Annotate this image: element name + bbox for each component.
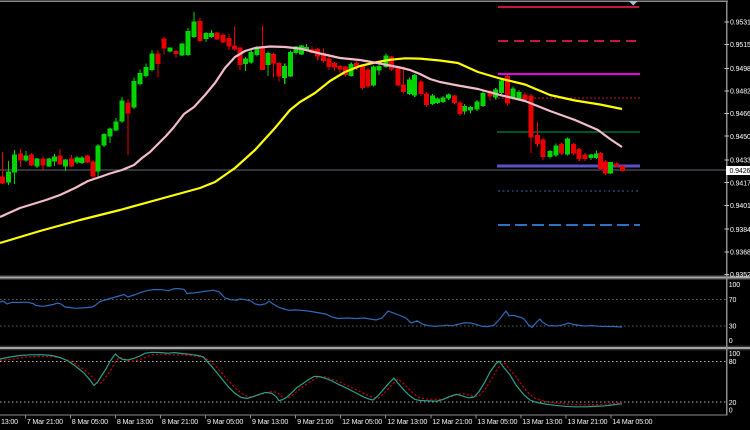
svg-text:0.9531: 0.9531 bbox=[730, 20, 750, 27]
svg-text:100: 100 bbox=[729, 351, 741, 358]
svg-text:0.9368: 0.9368 bbox=[730, 249, 750, 256]
svg-text:7 Mar 21:00: 7 Mar 21:00 bbox=[27, 417, 63, 426]
svg-text:0.9433: 0.9433 bbox=[730, 158, 750, 165]
svg-text:13 Mar 05:00: 13 Mar 05:00 bbox=[477, 417, 517, 426]
svg-text:12 Mar 13:00: 12 Mar 13:00 bbox=[387, 417, 427, 426]
svg-text:0.9426: 0.9426 bbox=[730, 168, 750, 175]
svg-text:0.9466: 0.9466 bbox=[730, 111, 750, 118]
svg-text:7 Mar 13:00: 7 Mar 13:00 bbox=[0, 417, 18, 426]
svg-text:30: 30 bbox=[729, 324, 737, 331]
svg-text:9 Mar 13:00: 9 Mar 13:00 bbox=[252, 417, 288, 426]
svg-text:0.9384: 0.9384 bbox=[730, 227, 750, 234]
svg-text:12 Mar 21:00: 12 Mar 21:00 bbox=[432, 417, 472, 426]
svg-text:0.9450: 0.9450 bbox=[730, 134, 750, 141]
svg-text:0.9482: 0.9482 bbox=[730, 89, 750, 96]
svg-text:80: 80 bbox=[729, 359, 737, 366]
svg-text:9 Mar 21:00: 9 Mar 21:00 bbox=[297, 417, 333, 426]
svg-text:8 Mar 13:00: 8 Mar 13:00 bbox=[117, 417, 153, 426]
svg-text:0: 0 bbox=[729, 408, 733, 415]
svg-text:12 Mar 05:00: 12 Mar 05:00 bbox=[342, 417, 382, 426]
svg-text:0.9401: 0.9401 bbox=[730, 203, 750, 210]
svg-text:0: 0 bbox=[729, 338, 733, 345]
svg-text:20: 20 bbox=[729, 400, 737, 407]
svg-text:0.9515: 0.9515 bbox=[730, 42, 750, 49]
svg-text:9 Mar 05:00: 9 Mar 05:00 bbox=[207, 417, 243, 426]
svg-text:8 Mar 21:00: 8 Mar 21:00 bbox=[162, 417, 198, 426]
svg-text:0.9352: 0.9352 bbox=[730, 272, 750, 279]
svg-text:14 Mar 05:00: 14 Mar 05:00 bbox=[612, 417, 652, 426]
svg-text:100: 100 bbox=[729, 282, 741, 289]
svg-text:0.9417: 0.9417 bbox=[730, 180, 750, 187]
svg-text:13 Mar 21:00: 13 Mar 21:00 bbox=[567, 417, 607, 426]
svg-text:13 Mar 13:00: 13 Mar 13:00 bbox=[522, 417, 562, 426]
svg-text:0.9498: 0.9498 bbox=[730, 66, 750, 73]
svg-text:70: 70 bbox=[729, 297, 737, 304]
svg-text:8 Mar 05:00: 8 Mar 05:00 bbox=[72, 417, 108, 426]
